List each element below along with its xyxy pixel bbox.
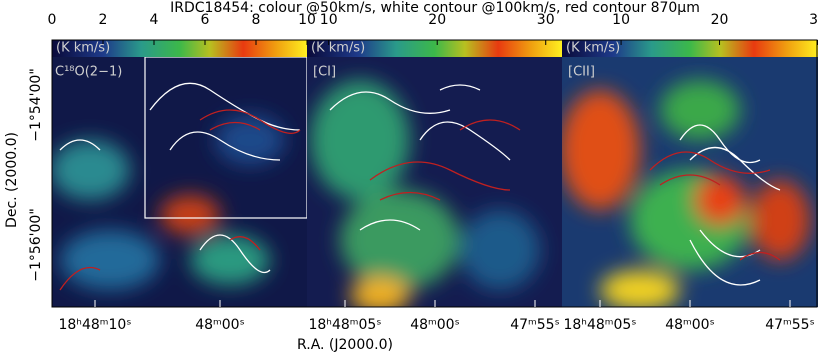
x-tick-label: 48ᵐ00ˢ [410, 317, 460, 333]
colorbar-tick-label: 8 [252, 12, 261, 28]
colorbar [307, 40, 562, 57]
x-tick-label: 48ᵐ00ˢ [665, 317, 715, 333]
colorbar [562, 40, 818, 57]
x-tick-label: 18ʰ48ᵐ10ˢ [58, 317, 131, 333]
panel-label: [CI] [313, 65, 336, 80]
colorbar-tick-label: 20 [428, 12, 446, 28]
colorbar-tick-label: 10 [298, 12, 316, 28]
colorbar-tick-label: 30 [537, 12, 555, 28]
colorbar-tick-label: 10 [612, 12, 630, 28]
colorbar-tick-label: 4 [150, 12, 159, 28]
colorbar-tick-label: 6 [201, 12, 210, 28]
colorbar-tick-label: 2 [99, 12, 108, 28]
y-tick-label: −1°56'00" [28, 208, 44, 282]
colorbar-tick-label: 10 [320, 12, 338, 28]
colorbar-unit: (K km/s) [566, 41, 620, 56]
panel-label: [CII] [568, 65, 595, 80]
panel-label: C¹⁸O(2−1) [55, 65, 122, 80]
y-tick-label: −1°54'00" [28, 68, 44, 142]
map-2 [307, 57, 562, 307]
map-1 [52, 57, 307, 307]
colorbar-unit: (K km/s) [311, 41, 365, 56]
colorbars [52, 40, 818, 57]
colorbar-tick-label: 0 [48, 12, 57, 28]
colorbar-tick-label: 20 [711, 12, 729, 28]
map-3 [562, 57, 818, 307]
x-tick-label: 47ᵐ55ˢ [510, 317, 560, 333]
x-tick-label: 18ʰ48ᵐ05ˢ [308, 317, 381, 333]
colorbar-unit: (K km/s) [56, 41, 110, 56]
x-tick-label: 47ᵐ55ˢ [765, 317, 815, 333]
y-axis-label: Dec. (2000.0) [4, 132, 20, 228]
colorbar [52, 40, 307, 57]
colorbar-tick-label: 30 [809, 12, 818, 28]
x-tick-label: 48ᵐ00ˢ [195, 317, 245, 333]
x-tick-label: 18ʰ48ᵐ05ˢ [563, 317, 636, 333]
title: IRDC18454: colour @50km/s, white contour… [170, 0, 700, 16]
x-axis-label: R.A. (J2000.0) [297, 337, 393, 353]
